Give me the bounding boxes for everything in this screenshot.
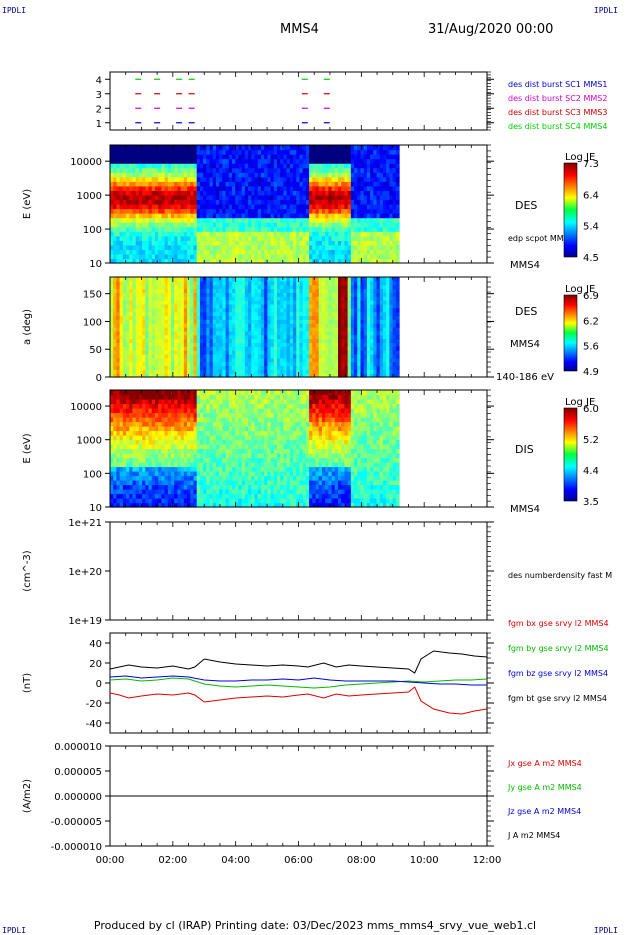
spectrogram-cell <box>396 177 400 182</box>
spectrogram-cell <box>396 172 400 177</box>
spectrogram-cell <box>396 150 400 155</box>
spectrogram-cell <box>396 195 400 200</box>
spectrogram-cell <box>396 145 400 150</box>
spectrogram-cell <box>396 331 400 335</box>
spectrogram-cell <box>396 190 400 195</box>
spectrogram-cell <box>396 346 400 350</box>
spectrogram-cell <box>396 289 400 293</box>
legend-entry: des dist burst SC3 MMS3 <box>508 108 607 117</box>
spectrogram-cell <box>396 350 400 354</box>
spectrogram-cell <box>396 181 400 186</box>
y-axis-label: E (eV) <box>22 189 33 219</box>
y-tick-label: 10 <box>89 259 102 270</box>
legend-entry: des dist burst SC4 MMS4 <box>508 122 607 131</box>
panel-label: DES <box>515 305 537 318</box>
sc-label: MMS4 <box>510 260 540 271</box>
spectrogram-cell <box>396 209 400 214</box>
spectrogram-cell <box>396 186 400 191</box>
spectrogram-cell <box>396 365 400 369</box>
spectrogram-cell <box>396 218 400 223</box>
spectrogram-cell <box>396 281 400 285</box>
y-tick-label: 0 <box>96 373 102 384</box>
extra-label: 140-186 eV <box>496 372 554 383</box>
spectrogram-cell <box>396 358 400 362</box>
legend-entry: des dist burst SC2 MMS2 <box>508 94 607 103</box>
spectrogram-cell <box>396 296 400 300</box>
y-tick-label: 50 <box>89 345 102 356</box>
spectrogram-cell <box>396 168 400 173</box>
y-tick-label: 2 <box>96 104 102 115</box>
spectrogram-cell <box>396 227 400 232</box>
spectrogram-cell <box>396 199 400 204</box>
spectrogram-des_pitch <box>110 277 400 378</box>
spectrogram-cell <box>396 249 400 254</box>
spectrogram-cell <box>396 323 400 327</box>
spectrogram-cell <box>396 236 400 241</box>
panel-frame <box>110 72 487 130</box>
spectrogram-cell <box>396 342 400 346</box>
spectrogram-cell <box>396 285 400 289</box>
y-tick-label: 1000 <box>77 191 102 202</box>
spectrogram-cell <box>396 154 400 159</box>
y-axis-label: a (deg) <box>22 309 33 345</box>
y-tick-label: 4 <box>96 75 102 86</box>
spectrogram-cell <box>396 354 400 358</box>
spectrogram-cell <box>396 163 400 168</box>
spectrogram-cell <box>396 254 400 259</box>
spectrogram-cell <box>396 362 400 366</box>
spectrogram-cell <box>396 335 400 339</box>
y-tick-label: 150 <box>83 290 102 301</box>
spectrogram-dis_energy <box>110 390 400 508</box>
spectrogram-cell <box>396 222 400 227</box>
spectrogram-cell <box>396 245 400 250</box>
spectrogram-cell <box>396 277 400 281</box>
spectrogram-cell <box>396 312 400 316</box>
y-tick-label: 100 <box>83 225 102 236</box>
spectrogram-cell <box>396 339 400 343</box>
spectrogram-cell <box>396 300 400 304</box>
spectrogram-cell <box>396 308 400 312</box>
spectrogram-cell <box>396 369 400 373</box>
spectrogram-cell <box>396 204 400 209</box>
legend-entry: des dist burst SC1 MMS1 <box>508 80 607 89</box>
y-tick-label: 3 <box>96 90 102 101</box>
y-tick-label: 10000 <box>70 157 102 168</box>
y-tick-label: 1 <box>96 119 102 130</box>
spectrogram-cell <box>396 231 400 236</box>
panel-burst_availability: 1 2 3 4 <box>96 72 494 130</box>
spectrogram-cell <box>396 240 400 245</box>
y-tick-label: 100 <box>83 317 102 328</box>
spectrogram-cell <box>396 159 400 164</box>
spectrogram-cell <box>396 292 400 296</box>
spectrogram-cell <box>396 304 400 308</box>
sc-label: MMS4 <box>510 339 540 350</box>
spectrogram-des_energy <box>110 145 400 264</box>
spectrogram-cell <box>396 327 400 331</box>
spectrogram-cell <box>396 319 400 323</box>
panel-label: DES <box>515 199 537 212</box>
spectrogram-cell <box>396 213 400 218</box>
spectrogram-cell <box>396 315 400 319</box>
